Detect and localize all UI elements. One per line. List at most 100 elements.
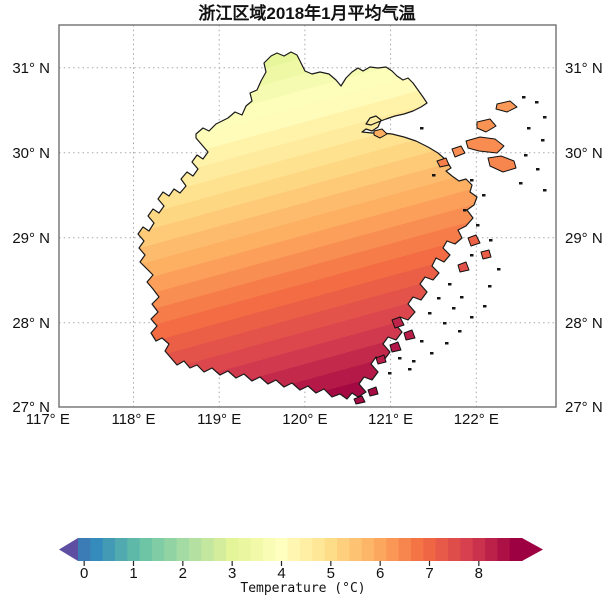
island <box>495 100 518 113</box>
island <box>353 395 366 405</box>
colorbar-right-arrow <box>522 538 543 561</box>
islet-speck <box>463 209 467 212</box>
islet-speck <box>420 340 424 343</box>
colorbar-tick-label: 6 <box>376 565 384 582</box>
colorbar-segment <box>448 538 461 561</box>
colorbar-segment <box>349 538 363 561</box>
colorbar-segment <box>152 538 165 561</box>
islet-speck <box>428 312 432 315</box>
y-axis-label-left: 29° N <box>12 230 50 247</box>
colorbar-segment <box>263 538 276 561</box>
colorbar-segment <box>312 538 326 561</box>
colorbar-segment <box>176 538 190 561</box>
axis-labels: 31° N 31° N 30° N 30° N 29° N 29° N 28° N 28° N… <box>12 60 602 428</box>
plot-frame <box>58 24 557 408</box>
colorbar-segment <box>386 538 400 561</box>
province-outline <box>137 51 478 400</box>
colorbar-segment <box>139 538 153 561</box>
islet-speck <box>458 330 462 333</box>
islet-speck <box>482 194 486 197</box>
island <box>367 386 379 397</box>
islet-speck <box>543 189 547 192</box>
colorbar-tick-label: 1 <box>129 565 137 582</box>
islet-speck <box>522 96 526 99</box>
island <box>373 128 388 139</box>
island <box>403 329 416 341</box>
islet-speck <box>536 168 540 171</box>
colorbar-segment <box>115 538 128 561</box>
colorbar-segment <box>411 538 424 561</box>
colorbar-segment <box>250 538 264 561</box>
colorbar-tick-label: 5 <box>327 565 335 582</box>
islet-speck <box>420 127 424 130</box>
y-axis-label-left: 30° N <box>12 145 50 162</box>
island <box>480 249 492 260</box>
colorbar-segment <box>435 538 449 561</box>
y-axis-label-right: 27° N <box>565 399 603 416</box>
x-axis-label: 121° E <box>368 411 413 428</box>
colorbar-segment <box>497 538 511 561</box>
x-axis-label: 119° E <box>197 411 241 428</box>
colorbar-segment <box>201 538 215 561</box>
island <box>476 118 497 133</box>
y-axis-label-right: 28° N <box>565 315 603 332</box>
islet-speck <box>460 296 464 299</box>
islet-speck <box>489 239 493 242</box>
colorbar-segment <box>374 538 387 561</box>
colorbar-segment <box>398 538 412 561</box>
islet-speck <box>445 342 449 345</box>
colorbar: 0 1 2 3 4 5 6 7 8 <box>59 538 543 582</box>
x-axis-label: 118° E <box>111 411 155 428</box>
islet-speck <box>541 139 545 142</box>
x-axis-label: 120° E <box>282 411 327 428</box>
islet-speck <box>430 352 434 355</box>
islet-speck <box>476 224 480 227</box>
colorbar-segment <box>509 538 523 561</box>
islet-speck <box>452 307 456 310</box>
islet-speck <box>483 305 487 308</box>
colorbar-segment <box>213 538 227 561</box>
colorbar-segment <box>287 538 301 561</box>
colorbar-title: Temperature (°C) <box>240 581 365 596</box>
islet-speck <box>412 360 416 363</box>
islet-speck <box>388 372 392 375</box>
islet-speck <box>527 127 531 130</box>
islet-speck <box>524 154 528 157</box>
x-axis-label: 117° E <box>26 411 70 428</box>
islet-speck <box>497 268 501 271</box>
x-axis-label: 122° E <box>454 411 499 428</box>
y-axis-label-left: 31° N <box>12 60 50 77</box>
islet-speck <box>543 116 547 119</box>
island <box>487 155 517 173</box>
colorbar-segment <box>78 538 91 561</box>
island <box>467 234 481 247</box>
colorbar-left-arrow <box>59 538 78 561</box>
plot-border <box>58 24 557 408</box>
island <box>389 341 402 353</box>
colorbar-segment <box>189 538 202 561</box>
y-axis-label-right: 29° N <box>565 230 603 247</box>
colorbar-segment <box>164 538 178 561</box>
islet-speck <box>448 283 452 286</box>
islet-speck <box>437 297 441 300</box>
y-axis-label-left: 27° N <box>12 399 50 416</box>
islet-speck <box>398 357 402 360</box>
colorbar-segment <box>275 538 289 561</box>
islet-speck <box>519 182 523 185</box>
islet-speck <box>432 174 436 177</box>
colorbar-tick-label: 3 <box>228 565 236 582</box>
colorbar-segment <box>90 538 104 561</box>
y-axis-label-left: 28° N <box>12 315 50 332</box>
island <box>375 354 387 365</box>
colorbar-segment <box>460 538 474 561</box>
islet-speck <box>488 285 492 288</box>
colorbar-segment <box>324 538 338 561</box>
island <box>457 261 470 273</box>
colorbar-tick-label: 0 <box>80 565 88 582</box>
island <box>436 157 450 168</box>
colorbar-segment <box>337 538 350 561</box>
colorbar-tick-label: 8 <box>475 565 483 582</box>
island <box>451 145 466 158</box>
